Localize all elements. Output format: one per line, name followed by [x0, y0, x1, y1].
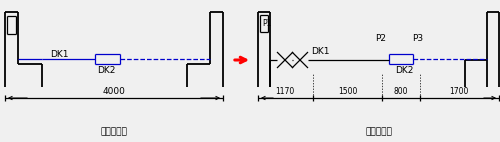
- Text: P3: P3: [412, 34, 424, 43]
- Text: DK1: DK1: [311, 47, 330, 56]
- Text: 4000: 4000: [102, 87, 126, 97]
- Text: 1500: 1500: [338, 87, 357, 97]
- Text: P1: P1: [262, 18, 272, 28]
- Text: DK1: DK1: [50, 50, 68, 59]
- Text: 增补尺寸前: 增补尺寸前: [100, 127, 128, 136]
- Text: 1700: 1700: [450, 87, 469, 97]
- Text: 800: 800: [394, 87, 408, 97]
- Text: 1170: 1170: [276, 87, 295, 97]
- Text: DK2: DK2: [97, 66, 116, 75]
- Text: 增补尺寸后: 增补尺寸后: [365, 127, 392, 136]
- Text: DK2: DK2: [395, 66, 413, 75]
- Text: P2: P2: [375, 34, 386, 43]
